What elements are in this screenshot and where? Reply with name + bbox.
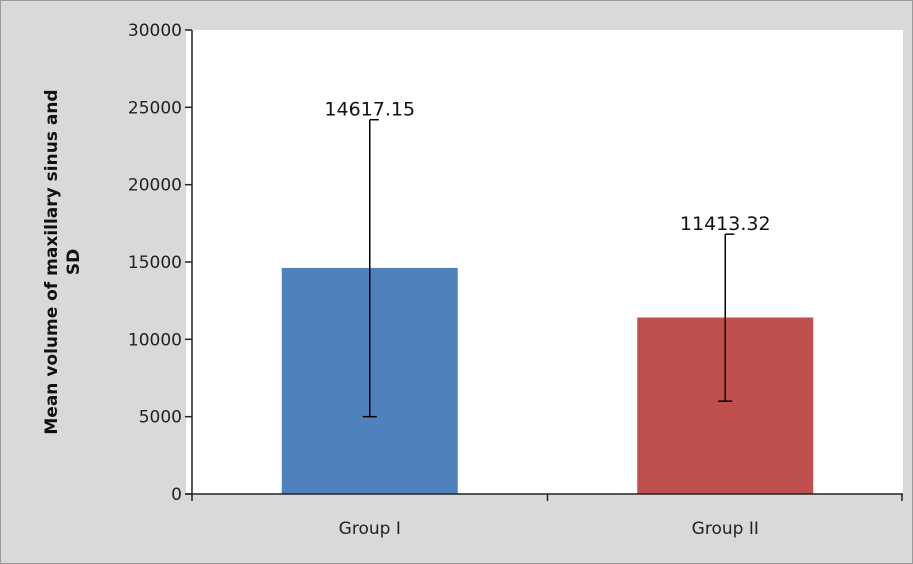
y-tick-label: 0 [171, 485, 182, 505]
error-bars [362, 118, 735, 418]
y-tick-label: 5000 [139, 408, 182, 428]
y-tick-label: 15000 [128, 253, 182, 273]
x-tick-label: Group I [339, 519, 401, 539]
y-axis: 0 5000 10000 15000 20000 25000 30000 [128, 21, 193, 505]
y-tick-label: 20000 [128, 176, 182, 196]
y-tick-label: 10000 [128, 330, 182, 350]
data-labels: 14617.15 11413.32 [324, 99, 770, 235]
y-tick-label: 25000 [128, 98, 182, 118]
y-axis-label-line: SD [64, 249, 84, 275]
svg-text:Mean volume of maxillary sinus: Mean volume of maxillary sinus and SD [42, 89, 84, 434]
y-axis-label: Mean volume of maxillary sinus and SD [42, 89, 84, 434]
data-label: 11413.32 [680, 213, 771, 235]
x-axis: Group I Group II [185, 493, 903, 539]
data-label: 14617.15 [324, 99, 415, 121]
y-axis-label-line: Mean volume of maxillary sinus and [42, 89, 62, 434]
x-tick-label: Group II [692, 519, 759, 539]
y-tick-label: 30000 [128, 21, 182, 41]
